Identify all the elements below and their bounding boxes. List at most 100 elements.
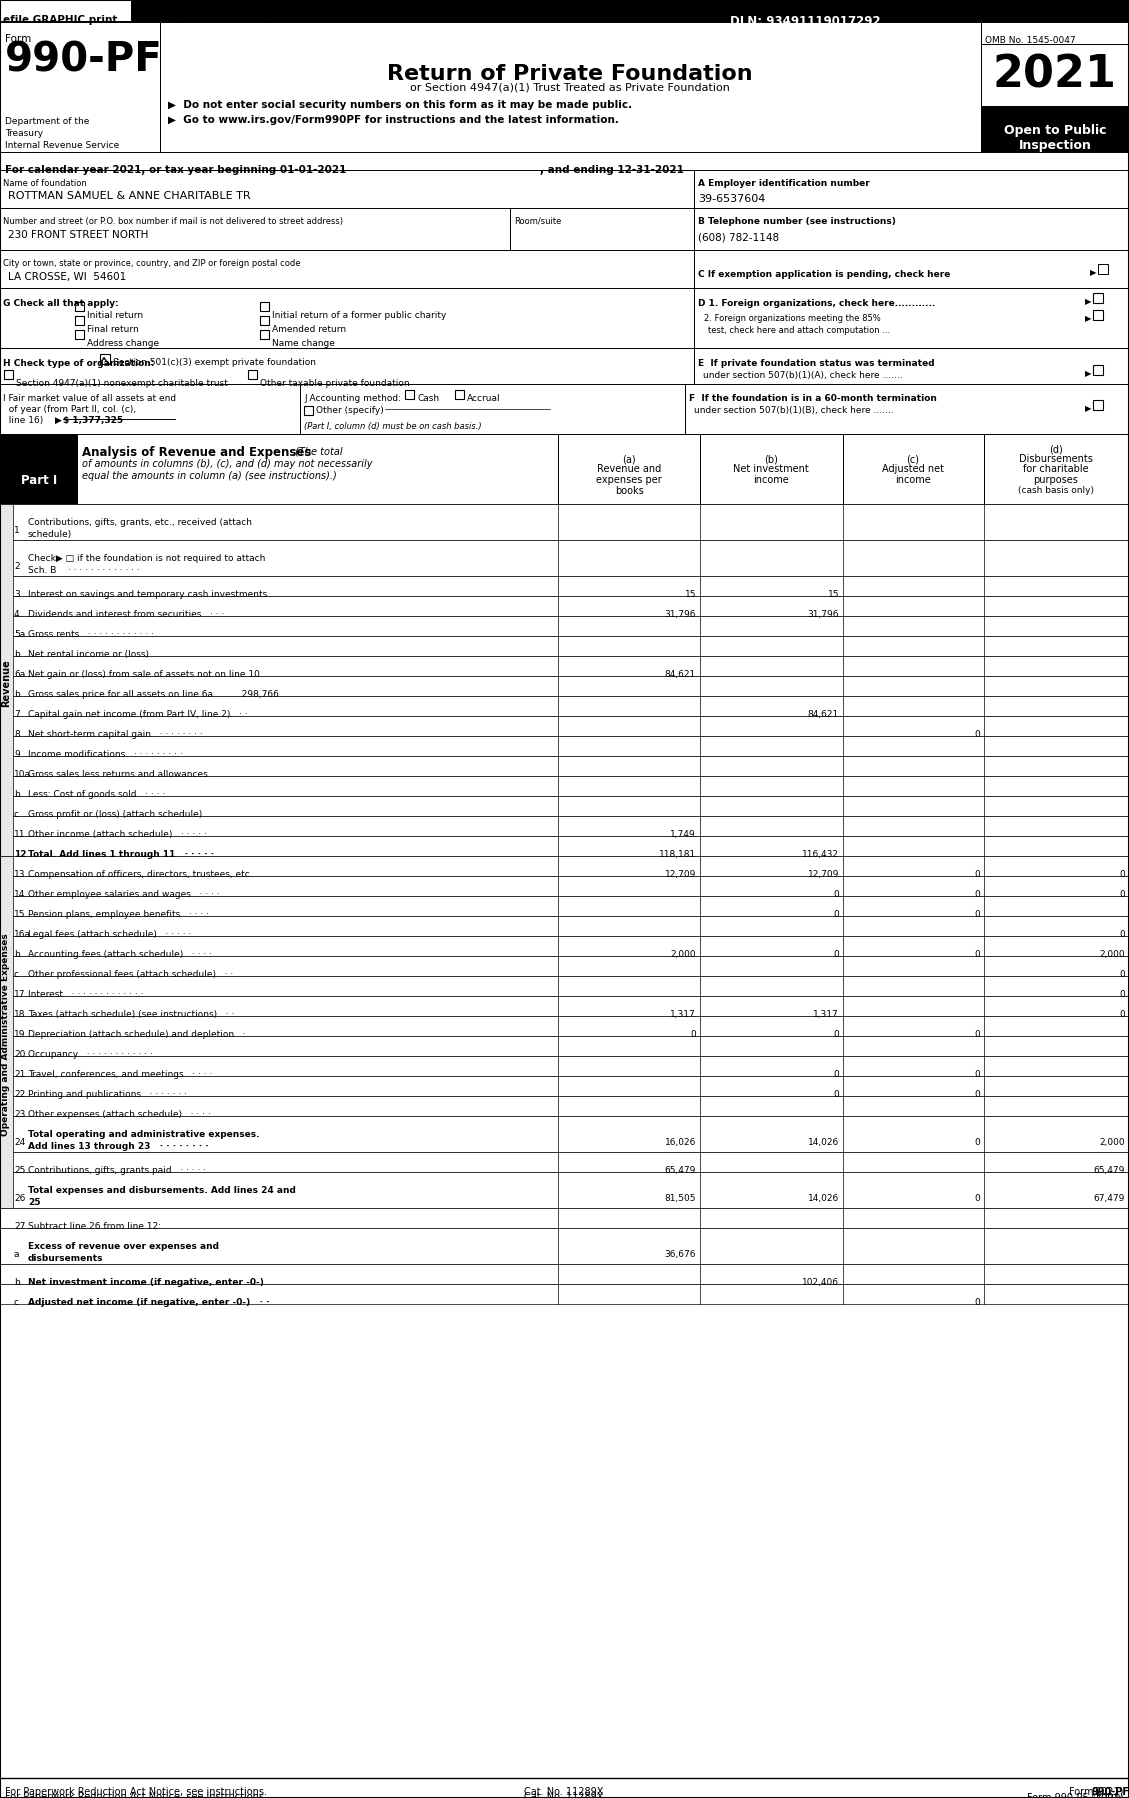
Bar — [0, 1264, 1129, 1284]
Bar — [700, 1208, 843, 1228]
Bar — [0, 22, 160, 153]
Text: 3: 3 — [14, 590, 19, 599]
Bar — [981, 106, 1129, 153]
Text: Cat. No. 11289X: Cat. No. 11289X — [524, 1787, 604, 1796]
Text: Taxes (attach schedule) (see instructions)   · ·: Taxes (attach schedule) (see instruction… — [28, 1010, 235, 1019]
Bar — [984, 696, 1129, 716]
Bar — [0, 209, 510, 250]
Bar — [843, 636, 984, 656]
Bar — [0, 976, 1129, 996]
Text: 0: 0 — [974, 1298, 980, 1307]
Bar — [843, 755, 984, 777]
Bar — [5, 370, 14, 379]
Bar — [700, 755, 843, 777]
Text: 0: 0 — [974, 1030, 980, 1039]
Text: of amounts in columns (b), (c), and (d) may not necessarily: of amounts in columns (b), (c), and (d) … — [82, 458, 373, 469]
Text: 13: 13 — [14, 870, 26, 879]
Text: Amended return: Amended return — [272, 325, 347, 334]
Text: efile GRAPHIC print: efile GRAPHIC print — [3, 14, 117, 25]
Text: Operating and Administrative Expenses: Operating and Administrative Expenses — [1, 933, 10, 1136]
Text: 16a: 16a — [14, 930, 30, 939]
Text: Revenue and: Revenue and — [597, 464, 662, 475]
Text: 9: 9 — [14, 750, 19, 759]
Text: Accounting fees (attach schedule)   · · · ·: Accounting fees (attach schedule) · · · … — [28, 949, 212, 958]
Bar — [0, 1117, 1129, 1153]
Text: Less: Cost of goods sold   · · · ·: Less: Cost of goods sold · · · · — [28, 789, 165, 798]
Text: Submission Date - 2022-04-29: Submission Date - 2022-04-29 — [135, 14, 313, 25]
Text: books: books — [614, 485, 644, 496]
Bar — [0, 1208, 1129, 1228]
Text: 116,432: 116,432 — [802, 850, 839, 859]
Text: test, check here and attach computation ...: test, check here and attach computation … — [708, 325, 890, 334]
Text: City or town, state or province, country, and ZIP or foreign postal code: City or town, state or province, country… — [3, 259, 300, 268]
Text: 0: 0 — [1119, 930, 1124, 939]
Bar — [700, 503, 843, 539]
Text: 0: 0 — [690, 1030, 695, 1039]
Bar — [843, 539, 984, 575]
Bar — [0, 735, 1129, 755]
Text: (Part I, column (d) must be on cash basis.): (Part I, column (d) must be on cash basi… — [304, 423, 482, 432]
Bar — [843, 696, 984, 716]
Text: Income modifications   · · · · · · · · ·: Income modifications · · · · · · · · · — [28, 750, 183, 759]
Text: Total. Add lines 1 through 11   · · · · ·: Total. Add lines 1 through 11 · · · · · — [28, 850, 215, 859]
Text: Pension plans, employee benefits   · · · ·: Pension plans, employee benefits · · · · — [28, 910, 209, 919]
Text: Net investment: Net investment — [733, 464, 808, 475]
Text: Other (specify): Other (specify) — [316, 406, 384, 415]
Bar — [843, 1228, 984, 1264]
Text: Form: Form — [5, 34, 32, 43]
Text: 2021: 2021 — [994, 52, 1117, 95]
Bar — [0, 777, 1129, 797]
Text: 39-6537604: 39-6537604 — [698, 194, 765, 203]
Text: b: b — [14, 690, 19, 699]
Text: 36,676: 36,676 — [665, 1250, 695, 1259]
Text: Net short-term capital gain   · · · · · · · ·: Net short-term capital gain · · · · · · … — [28, 730, 203, 739]
Text: 24: 24 — [14, 1138, 25, 1147]
Bar — [0, 1228, 1129, 1264]
Text: Subtract line 26 from line 12:: Subtract line 26 from line 12: — [28, 1223, 161, 1232]
Bar — [700, 1153, 843, 1172]
Bar — [694, 209, 1129, 250]
Bar — [843, 797, 984, 816]
Text: I Fair market value of all assets at end: I Fair market value of all assets at end — [3, 394, 176, 403]
Text: Gross rents   · · · · · · · · · · · ·: Gross rents · · · · · · · · · · · · — [28, 629, 154, 638]
Text: 15: 15 — [14, 910, 26, 919]
Bar — [75, 331, 84, 340]
Text: Sch. B    · · · · · · · · · · · · ·: Sch. B · · · · · · · · · · · · · — [28, 566, 140, 575]
Text: Accrual: Accrual — [467, 394, 500, 403]
Text: c: c — [14, 1298, 19, 1307]
Text: Compensation of officers, directors, trustees, etc.: Compensation of officers, directors, tru… — [28, 870, 253, 879]
Bar — [984, 617, 1129, 636]
Text: Dividends and interest from securities   · · ·: Dividends and interest from securities ·… — [28, 610, 225, 619]
Text: Other expenses (attach schedule)   · · · ·: Other expenses (attach schedule) · · · · — [28, 1109, 211, 1118]
Text: 84,621: 84,621 — [807, 710, 839, 719]
Bar — [984, 433, 1129, 503]
Bar — [558, 433, 700, 503]
Text: Cash: Cash — [417, 394, 439, 403]
Text: 0: 0 — [974, 890, 980, 899]
Text: OMB No. 1545-0047: OMB No. 1545-0047 — [984, 36, 1076, 45]
Text: D 1. Foreign organizations, check here............: D 1. Foreign organizations, check here..… — [698, 298, 935, 307]
Text: 0: 0 — [974, 730, 980, 739]
Text: 25: 25 — [14, 1165, 25, 1176]
Text: 2. Foreign organizations meeting the 85%: 2. Foreign organizations meeting the 85% — [704, 315, 881, 324]
Text: Internal Revenue Service: Internal Revenue Service — [5, 140, 120, 149]
Text: 22: 22 — [14, 1090, 25, 1099]
Bar — [0, 433, 558, 503]
Bar — [700, 1228, 843, 1264]
Text: 1,317: 1,317 — [671, 1010, 695, 1019]
Bar — [0, 895, 1129, 915]
Text: 0: 0 — [974, 1070, 980, 1079]
Bar — [984, 797, 1129, 816]
Text: C If exemption application is pending, check here: C If exemption application is pending, c… — [698, 270, 951, 279]
Text: 23: 23 — [14, 1109, 25, 1118]
Bar — [694, 288, 1129, 349]
Text: a: a — [14, 1250, 19, 1259]
Bar — [100, 354, 110, 363]
Text: Printing and publications   · · · · · · ·: Printing and publications · · · · · · · — [28, 1090, 187, 1099]
Text: Interest   · · · · · · · · · · · · ·: Interest · · · · · · · · · · · · · — [28, 991, 143, 1000]
Text: 0: 0 — [1119, 890, 1124, 899]
Text: 12,709: 12,709 — [665, 870, 695, 879]
Bar — [700, 797, 843, 816]
Text: 0: 0 — [974, 949, 980, 958]
Text: 0: 0 — [833, 949, 839, 958]
